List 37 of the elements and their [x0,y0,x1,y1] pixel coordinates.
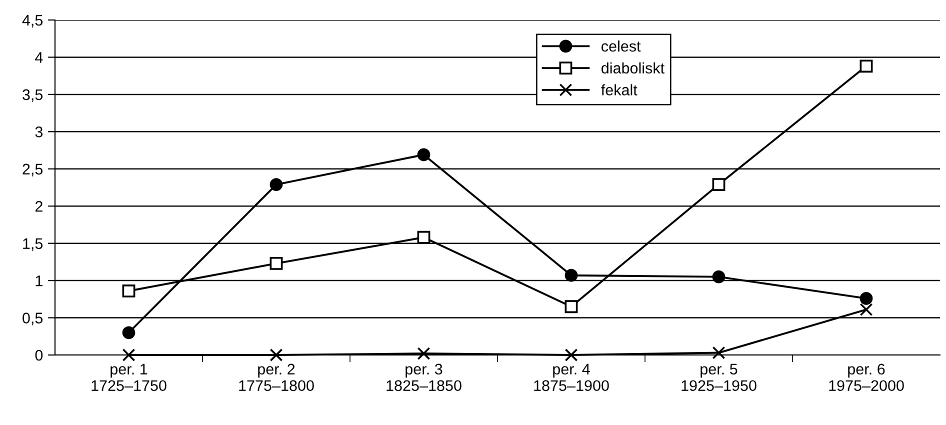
point [564,348,578,362]
point [860,60,873,73]
point [860,292,873,305]
point [712,346,726,360]
point [270,178,283,191]
x-tick-label: per. 5 1925–1950 [682,364,756,392]
y-tick-label: 0,5 [22,312,43,326]
x-tick-label: per. 3 1825–1850 [386,364,462,392]
y-tick-label: 4,5 [22,15,43,28]
x-tick-label: per. 6 1975–2000 [829,364,904,392]
point [564,268,578,282]
point [122,284,136,298]
point [564,300,578,314]
y-tick-label: 2,5 [22,164,43,176]
y-tick-label: 1,5 [23,238,43,251]
point [417,347,430,360]
point [122,348,136,362]
x-tick-label: per. 1 1725–1750 [92,364,166,392]
x-tick-label: per. 4 1875–1900 [534,364,609,392]
legend-label: diaboliskt [602,62,664,74]
point [860,303,873,316]
y-tick-label: 0 [35,350,43,361]
x-tick-label: per. 2 1775–1800 [239,364,314,392]
y-tick-label: 3,5 [22,89,43,102]
point [417,230,430,244]
legend-label: fekalt [601,84,638,96]
point [417,148,430,162]
y-tick-label: 1 [36,276,42,286]
point [270,348,283,362]
y-tick-label: 2 [35,200,42,212]
point [712,270,726,284]
y-tick-label: 4 [35,52,43,63]
y-tick-label: 3 [35,126,43,138]
point [270,256,283,270]
point [122,326,136,340]
point [712,178,726,191]
legend-label: celest [602,40,641,52]
